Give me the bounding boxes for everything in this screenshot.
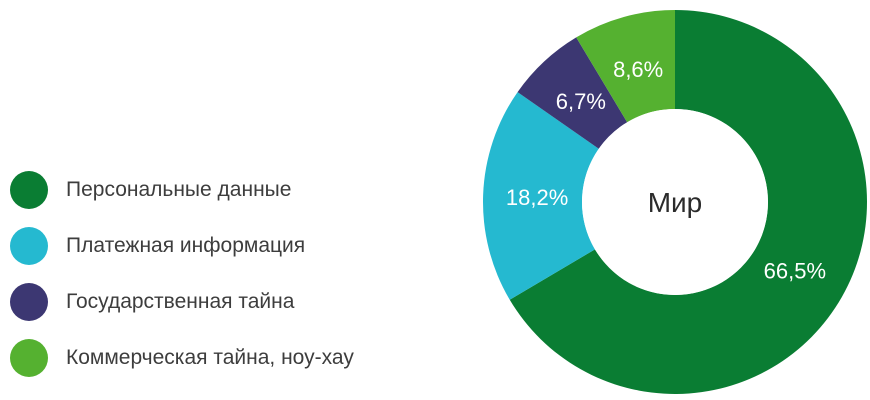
donut-slices (483, 10, 867, 395)
donut-slice (517, 37, 628, 149)
donut-center-label: Мир (648, 187, 703, 218)
slice-value-label: 8,6% (613, 57, 663, 82)
legend-swatch (10, 171, 48, 209)
legend-swatch (10, 283, 48, 321)
slice-value-label: 6,7% (556, 89, 606, 114)
slice-value-label: 18,2% (506, 185, 568, 210)
legend-label: Государственная тайна (66, 290, 295, 313)
legend-label: Персональные данные (66, 178, 292, 201)
legend-label: Коммерческая тайна, ноу-хау (66, 346, 354, 369)
slice-value-label: 66,5% (764, 258, 826, 283)
legend-item-payment-info: Платежная информация (10, 218, 430, 274)
legend-item-trade-secret: Коммерческая тайна, ноу-хау (10, 330, 430, 386)
donut-value-labels: 66,5% 18,2% 6,7% 8,6% (506, 57, 826, 283)
donut-hole (582, 109, 768, 295)
legend-label: Платежная информация (66, 234, 306, 257)
donut-slice (483, 92, 599, 300)
legend-swatch (10, 227, 48, 265)
donut-slice (576, 10, 675, 123)
legend-swatch (10, 339, 48, 377)
donut-slice (509, 10, 867, 395)
legend-item-state-secret: Государственная тайна (10, 274, 430, 330)
legend-item-personal-data: Персональные данные (10, 162, 430, 218)
chart-legend: Персональные данные Платежная информация… (10, 162, 430, 386)
